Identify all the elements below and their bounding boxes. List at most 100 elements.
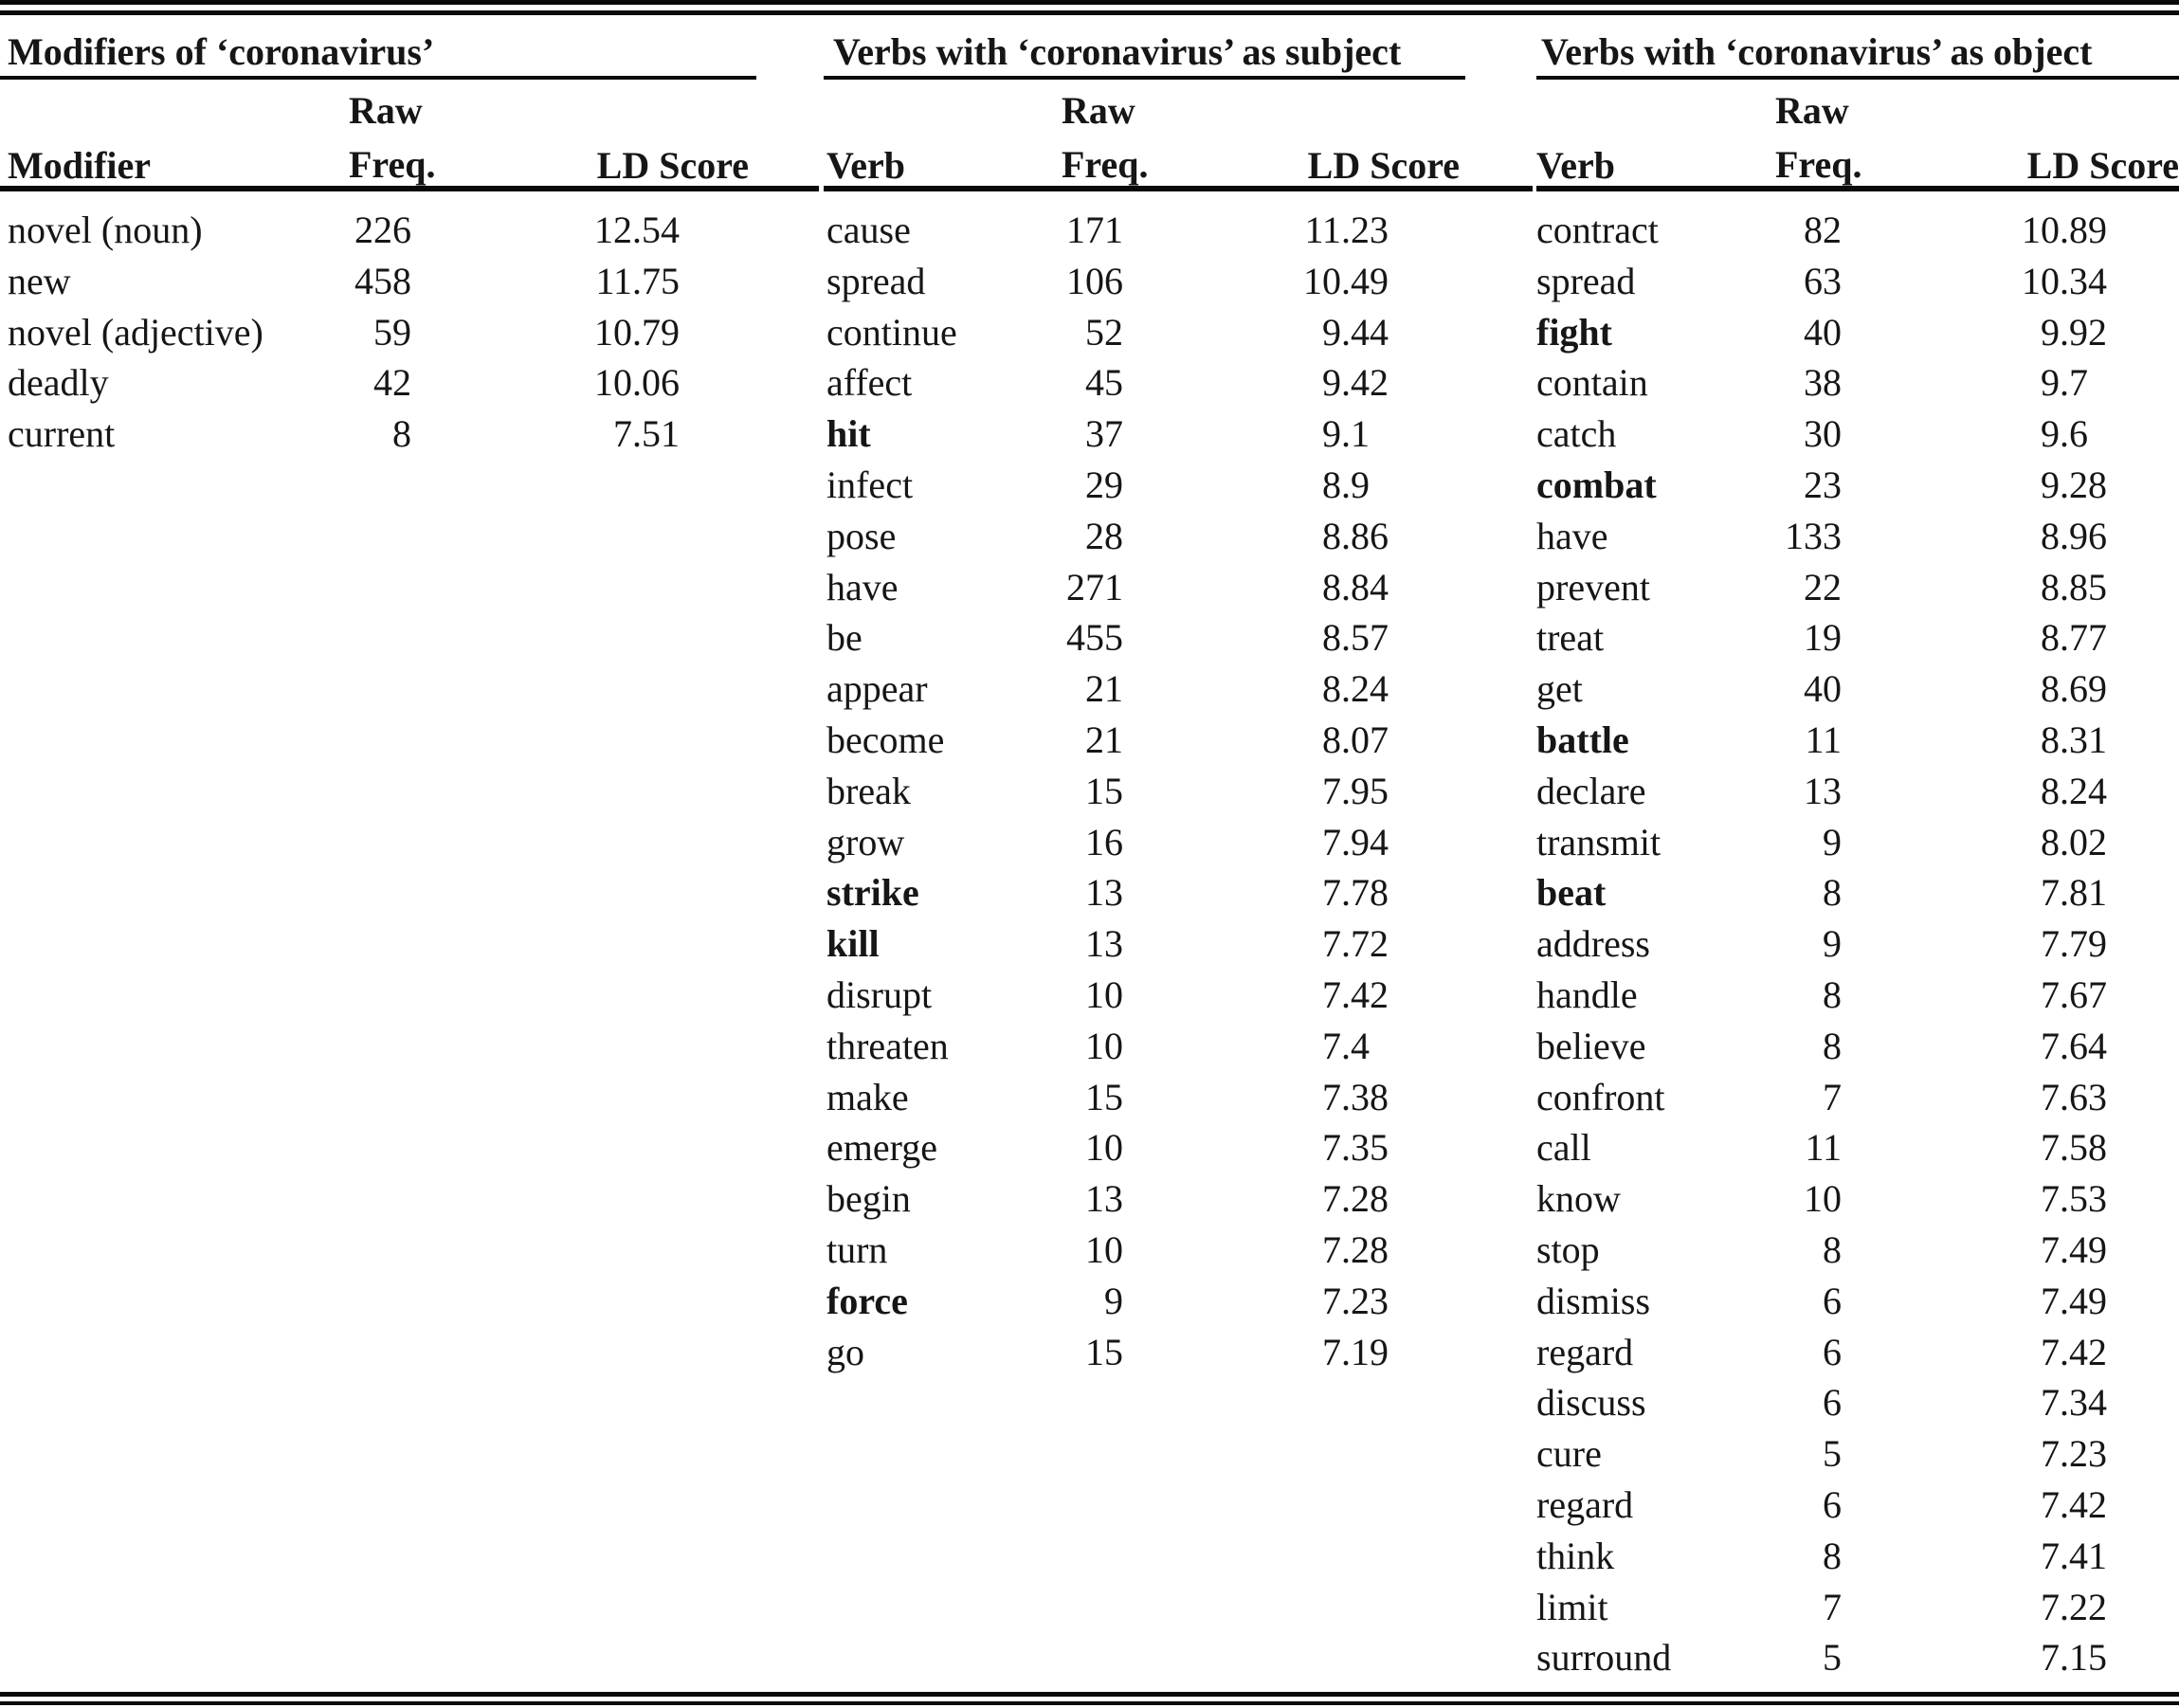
- table-row: battle 11 8.31: [1536, 715, 2179, 766]
- table-row: transmit 9 8.02: [1536, 817, 2179, 868]
- raw-freq-cell: 11: [1805, 1126, 1842, 1170]
- raw-freq-cell: 8: [392, 412, 411, 456]
- ld-score-cell: 8.57: [1322, 616, 1389, 660]
- term-cell: have: [826, 565, 899, 609]
- ld-score-cell: 7.72: [1322, 922, 1389, 966]
- term-cell: novel (adjective): [8, 310, 263, 354]
- table-row: emerge 10 7.35: [824, 1122, 1533, 1173]
- term-cell: grow: [826, 820, 905, 863]
- term-cell: limit: [1536, 1585, 1608, 1628]
- ld-score-cell: 11.75: [595, 259, 680, 302]
- ld-score-cell: 8.24: [2041, 769, 2107, 812]
- column-header-raw-freq: Raw Freq.: [1775, 83, 1861, 191]
- table-top-rule-outer: [0, 0, 2179, 5]
- ld-score-cell: 8.84: [1322, 565, 1389, 609]
- term-cell: treat: [1536, 616, 1605, 660]
- group-title-verbs-object: Verbs with ‘coronavirus’ as object: [1541, 30, 2093, 73]
- raw-freq-cell: 271: [1066, 565, 1123, 609]
- raw-freq-cell: 37: [1085, 412, 1123, 456]
- table-row: continue 52 9.44: [824, 307, 1533, 358]
- raw-freq-cell: 226: [354, 209, 411, 251]
- modifier-rows: novel (noun) 226 12.54 new 458 11.75 novel (ad…: [0, 205, 756, 460]
- term-cell: continue: [826, 310, 957, 354]
- table-row: current 8 7.51: [0, 409, 756, 460]
- raw-freq-cell: 15: [1085, 1330, 1123, 1373]
- term-cell: contract: [1536, 209, 1659, 251]
- table-row: regard 6 7.42: [1536, 1480, 2179, 1531]
- raw-freq-cell: 13: [1085, 922, 1123, 966]
- term-cell: hit: [826, 412, 871, 456]
- table-row: have 271 8.84: [824, 562, 1533, 613]
- column-header-ld-score: LD Score: [2026, 144, 2179, 187]
- table-row: disrupt 10 7.42: [824, 970, 1533, 1021]
- ld-score-cell: 10.34: [2022, 259, 2107, 302]
- table-row: hit 37 9.1: [824, 409, 1533, 460]
- ld-score-cell: 7.63: [2041, 1075, 2107, 1118]
- raw-header-line1: Raw: [349, 89, 423, 132]
- raw-freq-cell: 10: [1085, 1024, 1123, 1067]
- table-row: pose 28 8.86: [824, 511, 1533, 562]
- group-title-verbs-subject: Verbs with ‘coronavirus’ as subject: [833, 30, 1402, 73]
- table-row: limit 7 7.22: [1536, 1582, 2179, 1633]
- ld-score-cell: 8.86: [1322, 514, 1389, 557]
- raw-freq-cell: 10: [1085, 1126, 1123, 1170]
- raw-freq-cell: 455: [1066, 616, 1123, 660]
- term-cell: turn: [826, 1227, 888, 1271]
- term-cell: battle: [1536, 718, 1629, 761]
- ld-score-cell: 8.02: [2041, 820, 2107, 863]
- term-cell: think: [1536, 1534, 1615, 1577]
- term-cell: call: [1536, 1126, 1591, 1170]
- raw-freq-cell: 6: [1823, 1482, 1842, 1526]
- term-cell: get: [1536, 667, 1583, 711]
- raw-freq-cell: 13: [1804, 769, 1842, 812]
- table-row: spread 106 10.49: [824, 256, 1533, 307]
- raw-freq-cell: 9: [1823, 820, 1842, 863]
- table-bottom-rule-inner: [0, 1692, 2179, 1697]
- term-cell: begin: [826, 1177, 911, 1221]
- ld-score-cell: 7.81: [2041, 871, 2107, 915]
- term-cell: regard: [1536, 1330, 1634, 1373]
- raw-freq-cell: 15: [1085, 1075, 1123, 1118]
- term-cell: declare: [1536, 769, 1646, 812]
- group-underline: [0, 76, 756, 80]
- ld-score-cell: 8.07: [1322, 718, 1389, 761]
- ld-score-cell: 7.15: [2041, 1636, 2107, 1680]
- term-cell: current: [8, 412, 116, 456]
- term-cell: regard: [1536, 1482, 1634, 1526]
- term-cell: address: [1536, 922, 1650, 966]
- ld-score-cell: 8.31: [2041, 718, 2107, 761]
- term-cell: contain: [1536, 361, 1648, 405]
- table-row: combat 23 9.28: [1536, 460, 2179, 511]
- subtable-modifiers: Modifiers of ‘coronavirus’ Raw Freq. Mod…: [0, 0, 819, 1708]
- raw-freq-cell: 16: [1085, 820, 1123, 863]
- term-cell: disrupt: [826, 972, 933, 1016]
- ld-score-cell: 7.42: [2041, 1482, 2107, 1526]
- raw-freq-cell: 6: [1823, 1381, 1842, 1425]
- table-row: catch 30 9.6: [1536, 409, 2179, 460]
- table-row: think 8 7.41: [1536, 1531, 2179, 1582]
- raw-freq-cell: 22: [1804, 565, 1842, 609]
- raw-freq-cell: 10: [1085, 1227, 1123, 1271]
- raw-header-line1: Raw: [1062, 89, 1135, 132]
- term-cell: strike: [826, 871, 919, 915]
- table-row: spread 63 10.34: [1536, 256, 2179, 307]
- table-row: cure 5 7.23: [1536, 1428, 2179, 1480]
- term-cell: catch: [1536, 412, 1617, 456]
- raw-freq-cell: 40: [1804, 667, 1842, 711]
- raw-freq-cell: 11: [1805, 718, 1842, 761]
- term-cell: stop: [1536, 1227, 1600, 1271]
- table-row: get 40 8.69: [1536, 663, 2179, 715]
- raw-freq-cell: 15: [1085, 769, 1123, 812]
- raw-freq-cell: 8: [1823, 1227, 1842, 1271]
- term-cell: be: [826, 616, 863, 660]
- ld-score-cell: 7.23: [1322, 1279, 1389, 1322]
- term-cell: confront: [1536, 1075, 1665, 1118]
- ld-score-cell: 7.23: [2041, 1432, 2107, 1476]
- raw-freq-cell: 40: [1804, 310, 1842, 354]
- ld-score-cell: 7.28: [1322, 1227, 1389, 1271]
- ld-score-cell: 7.53: [2041, 1177, 2107, 1221]
- raw-freq-cell: 82: [1804, 209, 1842, 251]
- table-row: contract 82 10.89: [1536, 205, 2179, 256]
- ld-score-cell: 7.38: [1322, 1075, 1389, 1118]
